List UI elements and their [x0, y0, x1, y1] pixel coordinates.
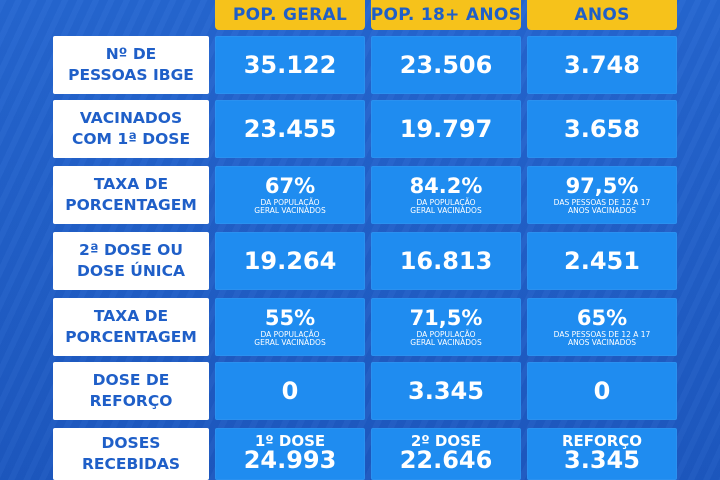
row-label-line: VACINADOS — [79, 109, 183, 127]
cell-number: 2.451 — [564, 247, 640, 275]
cell-percent: 84.2% — [409, 174, 483, 198]
header-line: POP. GERAL — [232, 5, 348, 25]
row-label-taxa-porcentagem-1: TAXA DE PORCENTAGEM — [53, 166, 209, 224]
cell-percentage: 55% DA POPULAÇÃO GERAL VACINADOS — [215, 298, 365, 356]
row-label-line: DOSES — [101, 434, 161, 452]
row-label-dose-de-reforco: DOSE DE REFORÇO — [53, 362, 209, 420]
cell-value: 19.797 — [371, 100, 521, 158]
cell-number: 23.506 — [399, 51, 493, 79]
cell-caption: DA POPULAÇÃO GERAL VACINADOS — [410, 330, 482, 347]
cell-caption: DAS PESSOAS DE 12 A 17 ANOS VACINADOS — [553, 198, 651, 215]
cell-number: 3.658 — [564, 115, 640, 143]
row-label-line: TAXA DE — [93, 175, 169, 193]
row-label-line: RECEBIDAS — [81, 455, 181, 473]
row-label-line: DOSE ÚNICA — [77, 262, 185, 280]
cell-number: 19.797 — [399, 115, 493, 143]
row-label-line: PORCENTAGEM — [65, 328, 197, 346]
cell-caption: DA POPULAÇÃO GERAL VACINADOS — [254, 198, 326, 215]
cell-value: 0 — [527, 362, 677, 420]
cell-percent: 65% — [576, 306, 628, 330]
row-label-line: PORCENTAGEM — [65, 196, 197, 214]
cell-percentage: 97,5% DAS PESSOAS DE 12 A 17 ANOS VACINAD… — [527, 166, 677, 224]
cell-number: 23.455 — [243, 115, 337, 143]
row-label-line: Nº DE — [105, 45, 157, 63]
header-pop-18-anos: POP. 18+ ANOS — [371, 0, 521, 30]
row-label-vacinados-1-dose: VACINADOS COM 1ª DOSE — [53, 100, 209, 158]
cell-value: 3.748 — [527, 36, 677, 94]
cell-dose: 2º DOSE 22.646 — [371, 428, 521, 480]
cell-value: 23.455 — [215, 100, 365, 158]
header-12-17-anos: ANOS — [527, 0, 677, 30]
row-label-2-dose-dose-unica: 2ª DOSE OU DOSE ÚNICA — [53, 232, 209, 290]
cell-number: 0 — [281, 377, 299, 405]
cell-number: 3.345 — [408, 377, 484, 405]
cell-dose-label: 2º DOSE — [410, 432, 482, 450]
row-label-pessoas-ibge: Nº DE PESSOAS IBGE — [53, 36, 209, 94]
cell-percent: 97,5% — [565, 174, 639, 198]
cell-caption: DAS PESSOAS DE 12 A 17 ANOS VACINADOS — [553, 330, 651, 347]
cell-percentage: 71,5% DA POPULAÇÃO GERAL VACINADOS — [371, 298, 521, 356]
cell-number: 16.813 — [399, 247, 493, 275]
cell-percent: 67% — [264, 174, 316, 198]
row-label-doses-recebidas: DOSES RECEBIDAS — [53, 428, 209, 480]
cell-caption: DA POPULAÇÃO GERAL VACINADOS — [254, 330, 326, 347]
header-line: ANOS — [574, 5, 630, 25]
header-pop-geral: POP. GERAL — [215, 0, 365, 30]
cell-dose: 1º DOSE 24.993 — [215, 428, 365, 480]
cell-percentage: 65% DAS PESSOAS DE 12 A 17 ANOS VACINADOS — [527, 298, 677, 356]
row-label-line: DOSE DE — [92, 371, 170, 389]
row-label-line: 2ª DOSE OU — [79, 241, 183, 259]
cell-number: 0 — [593, 377, 611, 405]
cell-dose-label: REFORÇO — [561, 432, 643, 450]
cell-dose-label: 1º DOSE — [254, 432, 326, 450]
cell-percent: 55% — [264, 306, 316, 330]
row-label-line: PESSOAS IBGE — [68, 66, 194, 84]
cell-value: 23.506 — [371, 36, 521, 94]
cell-value: 2.451 — [527, 232, 677, 290]
cell-percentage: 84.2% DA POPULAÇÃO GERAL VACINADOS — [371, 166, 521, 224]
row-label-taxa-porcentagem-2: TAXA DE PORCENTAGEM — [53, 298, 209, 356]
cell-percentage: 67% DA POPULAÇÃO GERAL VACINADOS — [215, 166, 365, 224]
cell-value: 19.264 — [215, 232, 365, 290]
cell-dose: REFORÇO 3.345 — [527, 428, 677, 480]
cell-value: 3.345 — [371, 362, 521, 420]
cell-number: 24.993 — [243, 446, 337, 474]
cell-value: 3.658 — [527, 100, 677, 158]
cell-number: 19.264 — [243, 247, 337, 275]
cell-percent: 71,5% — [409, 306, 483, 330]
header-line: POP. 18+ ANOS — [371, 5, 521, 25]
row-label-line: REFORÇO — [89, 392, 173, 410]
cell-number: 22.646 — [399, 446, 493, 474]
cell-number: 3.748 — [564, 51, 640, 79]
cell-value: 0 — [215, 362, 365, 420]
cell-number: 3.345 — [564, 446, 640, 474]
cell-caption: DA POPULAÇÃO GERAL VACINADOS — [410, 198, 482, 215]
cell-value: 35.122 — [215, 36, 365, 94]
row-label-line: TAXA DE — [93, 307, 169, 325]
row-label-line: COM 1ª DOSE — [71, 130, 191, 148]
cell-number: 35.122 — [243, 51, 337, 79]
cell-value: 16.813 — [371, 232, 521, 290]
